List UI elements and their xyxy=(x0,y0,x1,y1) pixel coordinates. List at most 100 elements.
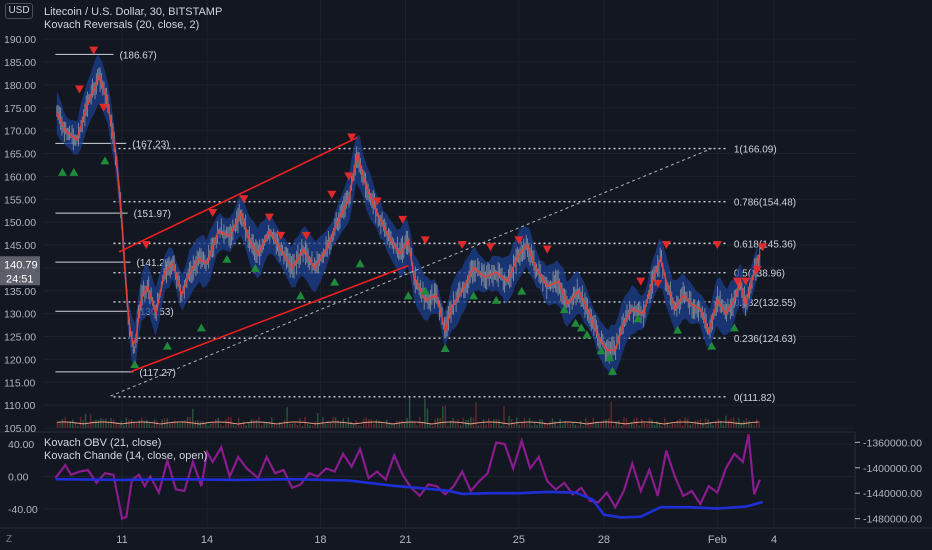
time-axis-label: 21 xyxy=(399,534,411,546)
volume-bar xyxy=(107,422,110,428)
volume-bar xyxy=(352,423,355,428)
volume-bar xyxy=(309,425,311,428)
volume-bar xyxy=(192,408,194,428)
volume-bar xyxy=(174,420,176,428)
volume-bar xyxy=(357,425,360,428)
volume-bar xyxy=(666,421,669,428)
price-axis-label: 120.00 xyxy=(4,354,36,366)
up-reversal-marker xyxy=(596,346,606,355)
volume-bar xyxy=(135,423,138,428)
volume-bar xyxy=(194,420,196,428)
volume-bar xyxy=(64,417,66,428)
down-reversal-marker xyxy=(74,85,84,94)
volume-bar xyxy=(490,423,492,428)
volume-bar xyxy=(505,425,508,428)
volume-bar xyxy=(345,424,347,428)
volume-bar xyxy=(590,422,592,428)
volume-bar xyxy=(266,422,268,428)
volume-bar xyxy=(329,423,332,428)
price-level-label: (167.23) xyxy=(132,139,169,150)
up-reversal-marker xyxy=(605,353,615,362)
volume-bar xyxy=(651,419,653,428)
signal-line xyxy=(56,73,761,352)
volume-bar xyxy=(554,420,556,428)
price-signal-line xyxy=(56,73,761,352)
volume-bar xyxy=(518,424,521,428)
volume-bar xyxy=(694,420,697,428)
volume-bar xyxy=(607,417,610,428)
channel-lower-line xyxy=(130,264,409,373)
volume-bar xyxy=(687,418,689,428)
volume-bar xyxy=(248,422,250,428)
volume-bar xyxy=(692,423,694,428)
volume-bar xyxy=(743,420,745,428)
volume-bar xyxy=(118,424,120,428)
volume-bar xyxy=(112,419,115,428)
volume-bar xyxy=(301,425,304,428)
volume-bar xyxy=(684,417,686,428)
down-reversal-marker xyxy=(741,277,751,286)
volume-bar xyxy=(664,417,666,428)
volume-bar xyxy=(271,417,273,428)
volume-bar xyxy=(523,417,526,428)
volume-bar xyxy=(100,417,102,428)
time-axis-label: 11 xyxy=(116,534,127,546)
up-reversal-marker xyxy=(330,277,340,286)
volume-bar xyxy=(337,420,339,428)
volume-bar xyxy=(470,416,472,428)
down-reversal-marker xyxy=(99,103,109,112)
fib-retracement[interactable]: 1(166.09)0.786(154.48)0.618(145.36)0.5(1… xyxy=(113,145,796,404)
volume-bar xyxy=(184,420,186,428)
current-price-value: 140.79 xyxy=(4,259,38,271)
up-reversal-marker xyxy=(607,366,617,375)
volume-bar xyxy=(332,417,334,428)
volume-bar xyxy=(459,425,462,428)
axes[interactable]: 11 14 18 21 25 28 Feb 4 105.00 110.00 115.00 120.00… xyxy=(0,34,932,550)
down-reversal-marker xyxy=(398,215,408,224)
volume-bar xyxy=(500,425,503,428)
volume-bar xyxy=(299,418,301,428)
down-reversal-marker xyxy=(276,231,286,240)
timezone-label[interactable]: Z xyxy=(6,534,13,545)
volume-bar xyxy=(615,421,617,428)
volume-bar xyxy=(67,422,69,428)
volume-bar xyxy=(653,424,656,428)
volume-bar xyxy=(311,425,314,428)
down-reversal-marker xyxy=(208,208,218,217)
volume-bar xyxy=(740,422,742,428)
down-reversal-marker xyxy=(653,279,663,288)
volume-bar xyxy=(273,422,276,428)
price-axis-label: 155.00 xyxy=(4,194,36,206)
price-level-lines[interactable]: (186.67)(167.23)(151.97)(141.25)(130.53)… xyxy=(55,50,176,379)
volume-bar xyxy=(559,418,561,428)
down-reversal-marker xyxy=(239,195,249,204)
volume-bar xyxy=(140,417,143,428)
price-axis-label: 165.00 xyxy=(4,149,36,161)
volume-bar xyxy=(207,425,209,428)
price-level-label: (151.97) xyxy=(134,209,171,220)
price-axis-label: 115.00 xyxy=(4,377,35,389)
volume-bar xyxy=(661,425,663,428)
volume-bar xyxy=(613,425,615,428)
volume-bar xyxy=(556,425,559,428)
currency-button[interactable]: USD xyxy=(5,3,33,19)
volume-bar xyxy=(544,422,546,428)
countdown-value: 24:51 xyxy=(6,273,34,285)
volume-bar xyxy=(625,417,628,428)
up-reversal-marker xyxy=(296,291,306,300)
indicator-label: Kovach Reversals (20, close, 2) xyxy=(44,19,200,31)
volume-bar xyxy=(600,422,602,428)
volume-bar xyxy=(526,423,528,428)
up-reversal-marker xyxy=(576,323,586,332)
volume-bar xyxy=(750,424,753,428)
down-reversal-marker xyxy=(712,241,722,250)
trend-lines[interactable] xyxy=(110,136,712,397)
volume-bar xyxy=(59,422,61,428)
down-reversal-marker xyxy=(542,245,552,254)
down-reversal-marker xyxy=(486,243,496,252)
volume-bar xyxy=(393,423,395,428)
volume-bar xyxy=(564,420,566,428)
volume-bar xyxy=(214,419,217,428)
time-axis-label: 28 xyxy=(598,534,610,546)
